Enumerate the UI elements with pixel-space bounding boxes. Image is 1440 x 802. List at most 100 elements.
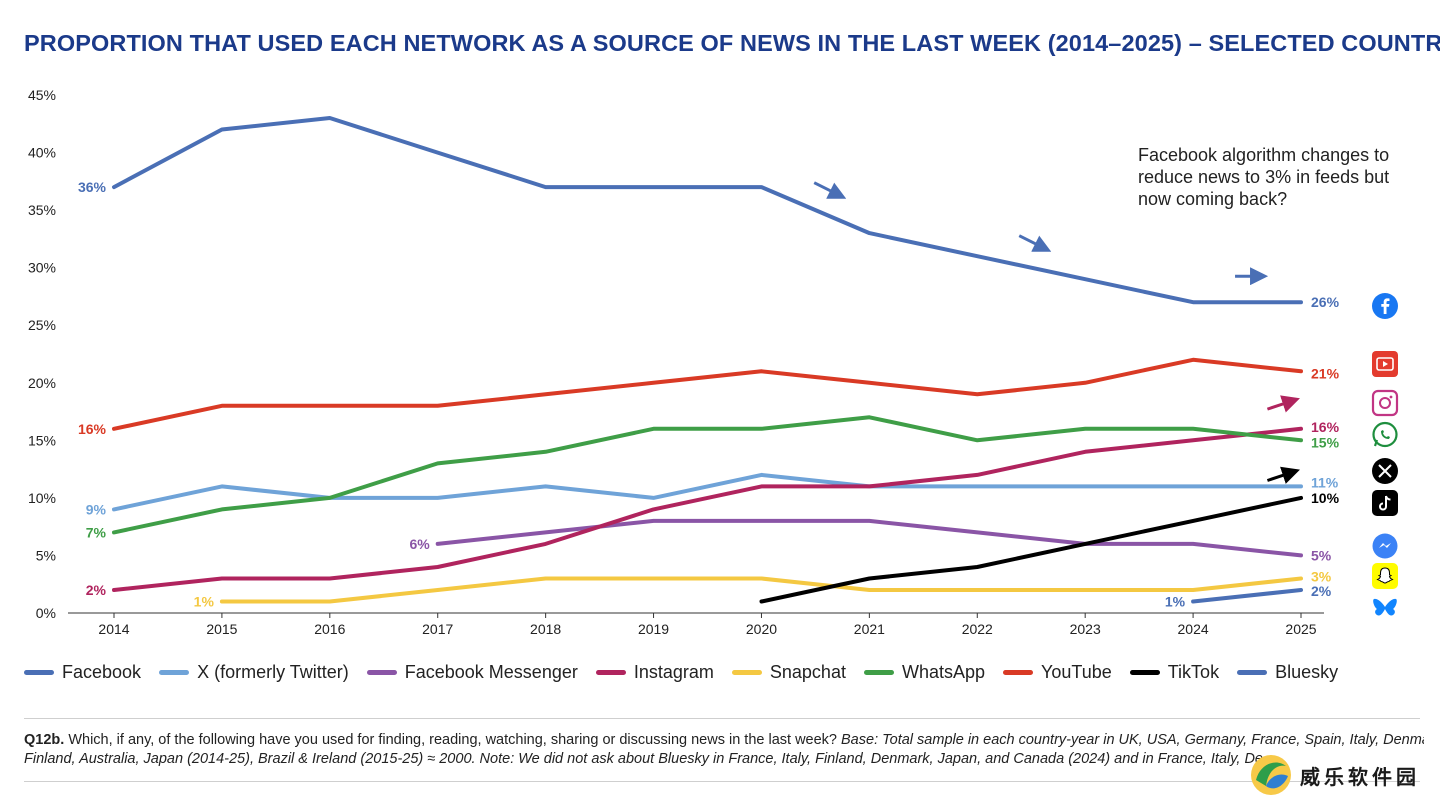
x-icon xyxy=(1371,457,1399,485)
legend-swatch xyxy=(24,670,54,675)
series-line-whatsapp xyxy=(112,415,1303,535)
y-tick-label: 10% xyxy=(28,490,56,506)
legend-item: Bluesky xyxy=(1237,662,1338,683)
legend-swatch xyxy=(863,670,894,675)
x-tick-label: 2024 xyxy=(1178,621,1209,637)
chart-arrows xyxy=(813,181,1300,484)
data-label: 10% xyxy=(1311,490,1340,506)
youtube-icon xyxy=(1371,350,1399,378)
chart-lines xyxy=(112,116,1303,604)
tiktok-icon xyxy=(1371,489,1399,517)
legend-item: YouTube xyxy=(1003,662,1112,683)
legend-label: Facebook xyxy=(62,662,142,682)
question-id: Q12b. xyxy=(24,732,65,748)
data-label: 6% xyxy=(409,536,430,552)
series-line-facebook xyxy=(112,116,1303,305)
legend-label: Snapchat xyxy=(769,662,846,682)
legend-swatch xyxy=(1129,670,1160,675)
series-line-facebook-messenger xyxy=(435,518,1303,558)
x-tick-label: 2022 xyxy=(962,621,993,637)
trend-arrow xyxy=(1018,234,1052,252)
data-label: 2% xyxy=(1311,583,1332,599)
watermark-text: 威乐软件园 xyxy=(1300,766,1420,789)
watermark-logo-icon xyxy=(1251,755,1291,795)
data-label: 15% xyxy=(1311,434,1340,450)
data-label: 26% xyxy=(1311,294,1340,310)
y-tick-label: 45% xyxy=(28,87,56,103)
footnote: Q12b. Which, if any, of the following ha… xyxy=(24,731,1424,769)
series-line-tiktok xyxy=(759,495,1303,604)
legend-item: X (formerly Twitter) xyxy=(159,662,349,683)
facebook-icon xyxy=(1371,292,1399,320)
watermark: 威乐软件园 xyxy=(1248,752,1438,798)
legend-item: Instagram xyxy=(595,662,714,683)
facebook-annotation: Facebook algorithm changes to reduce new… xyxy=(1138,145,1390,209)
y-tick-label: 20% xyxy=(28,375,56,391)
data-label: 11% xyxy=(1311,474,1339,490)
data-label: 7% xyxy=(86,524,107,540)
data-label: 9% xyxy=(86,501,107,517)
legend-swatch xyxy=(1237,670,1268,675)
legend-label: TikTok xyxy=(1167,662,1220,682)
legend-item: Snapchat xyxy=(731,662,846,683)
x-tick-label: 2021 xyxy=(854,621,885,637)
x-tick-label: 2023 xyxy=(1070,621,1101,637)
series-line-youtube xyxy=(112,357,1303,431)
legend-item: Facebook Messenger xyxy=(366,662,578,683)
x-tick-label: 2025 xyxy=(1285,621,1316,637)
data-label: 1% xyxy=(1165,593,1186,609)
legend-label: Facebook Messenger xyxy=(404,662,578,682)
series-line-x-formerly-twitter xyxy=(112,472,1303,512)
series-line-instagram xyxy=(112,426,1303,592)
data-label: 1% xyxy=(194,593,215,609)
series-line-snapchat xyxy=(219,576,1303,604)
chart-data-labels: 36%26%9%11%6%5%2%16%1%3%7%15%16%21%10%1%… xyxy=(78,179,1340,609)
data-label: 16% xyxy=(1311,419,1340,435)
y-tick-label: 35% xyxy=(28,202,56,218)
messenger-icon xyxy=(1371,532,1399,560)
x-tick-label: 2016 xyxy=(314,621,345,637)
legend-label: X (formerly Twitter) xyxy=(197,662,349,682)
base-note-line1: Base: Total sample in each country-year … xyxy=(841,732,1424,748)
legend-label: WhatsApp xyxy=(901,662,985,682)
y-tick-label: 15% xyxy=(28,432,56,448)
y-tick-label: 5% xyxy=(36,547,56,563)
question-text: Which, if any, of the following have you… xyxy=(64,732,842,748)
legend-swatch xyxy=(731,670,762,675)
legend-label: Instagram xyxy=(633,662,714,682)
y-tick-label: 25% xyxy=(28,317,56,333)
legend-label: Bluesky xyxy=(1275,662,1339,682)
chart-title: PROPORTION THAT USED EACH NETWORK AS A S… xyxy=(24,30,1440,56)
divider xyxy=(24,718,1420,719)
divider xyxy=(24,781,1420,782)
x-tick-label: 2017 xyxy=(422,621,453,637)
legend-swatch xyxy=(159,670,190,675)
trend-arrow xyxy=(813,181,847,199)
x-tick-label: 2018 xyxy=(530,621,561,637)
whatsapp-icon xyxy=(1371,421,1399,449)
x-tick-label: 2015 xyxy=(206,621,237,637)
line-chart: 0% 5% 10% 15% 20% 25% 30% 35% 40% 45% 2014 2015 2016… xyxy=(28,87,1340,637)
snapchat-icon xyxy=(1371,562,1399,590)
chart-legend: Facebook X (formerly Twitter) Facebook Mes… xyxy=(24,662,1356,683)
legend-item: Facebook xyxy=(24,662,141,683)
data-label: 21% xyxy=(1311,365,1340,381)
y-tick-label: 30% xyxy=(28,260,56,276)
legend-item: WhatsApp xyxy=(863,662,985,683)
instagram-icon xyxy=(1371,389,1399,417)
data-label: 5% xyxy=(1311,547,1332,563)
x-tick-label: 2019 xyxy=(638,621,669,637)
series-line-bluesky xyxy=(1191,588,1303,604)
data-label: 2% xyxy=(86,582,107,598)
trend-arrow xyxy=(1266,395,1300,413)
y-tick-label: 40% xyxy=(28,145,56,161)
legend-swatch xyxy=(366,670,397,675)
y-tick-label: 0% xyxy=(36,605,56,621)
x-tick-label: 2020 xyxy=(746,621,777,637)
x-tick-label: 2014 xyxy=(98,621,129,637)
data-label: 3% xyxy=(1311,568,1332,584)
legend-swatch xyxy=(1003,670,1033,675)
legend-swatch xyxy=(595,670,626,675)
base-note-line2: Finland, Australia, Japan (2014-25), Bra… xyxy=(24,751,1263,767)
legend-label: YouTube xyxy=(1041,662,1112,682)
